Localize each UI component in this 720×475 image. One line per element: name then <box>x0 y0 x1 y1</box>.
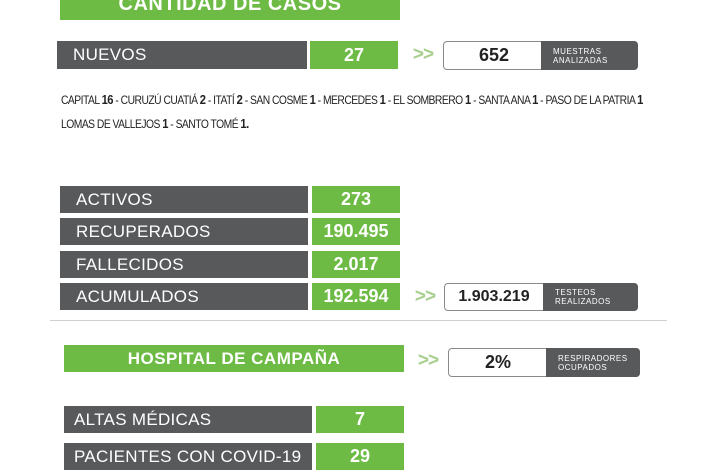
stat-label-acumulados: ACUMULADOS <box>60 283 308 310</box>
localidad-separator: - <box>537 93 546 107</box>
localidades-line-2: LOMAS DE VALLEJOS 1 - SANTO TOMÉ 1. <box>61 116 249 131</box>
muestras-tag: MUESTRAS ANALIZADAS <box>541 41 638 70</box>
localidad-name: CURUZÚ CUATIÁ <box>120 93 198 107</box>
muestras-value: 652 <box>478 45 510 65</box>
localidad-end-dot: . <box>246 116 249 131</box>
localidad-count: 16 <box>101 92 114 107</box>
localidad-name: PASO DE LA PATRIA <box>545 93 635 107</box>
localidades-line-1: CAPITAL 16 - CURUZÚ CUATIÁ 2 - ITATÍ 2 -… <box>61 92 643 107</box>
localidad-count: 2 <box>199 92 206 107</box>
localidad-separator: - <box>205 93 214 107</box>
hospital-value-pacientes: 29 <box>316 443 404 470</box>
localidad-name: SAN COSME <box>249 93 308 107</box>
header-title: CANTIDAD DE CASOS <box>118 0 342 15</box>
localidad-separator: - <box>113 93 121 107</box>
localidad-name: CAPITAL <box>61 93 100 107</box>
hospital-label-pacientes: PACIENTES CON COVID-19 <box>64 443 312 470</box>
chevron-double-right-icon: >> <box>412 44 434 65</box>
localidad-name: LOMAS DE VALLEJOS <box>61 117 160 131</box>
hospital-value-altas: 7 <box>316 406 404 433</box>
hospital-title: HOSPITAL DE CAMPAÑA <box>127 348 341 368</box>
stat-value-acumulados: 192.594 <box>312 283 400 310</box>
localidad-count: 1 <box>532 92 538 107</box>
localidad-separator: - <box>385 93 394 107</box>
localidad-count: 1 <box>240 116 247 131</box>
localidad-count: 1 <box>637 92 643 107</box>
localidad-count: 1 <box>379 92 386 107</box>
stat-label-activos: ACTIVOS <box>60 186 308 213</box>
localidad-count: 1 <box>465 92 471 107</box>
testeos-tag: TESTEOS REALIZADOS <box>543 283 638 311</box>
nuevos-label: NUEVOS <box>57 41 307 69</box>
localidad-count: 1 <box>162 116 168 131</box>
localidad-separator: - <box>242 93 250 107</box>
stat-label-fallecidos: FALLECIDOS <box>60 251 308 278</box>
localidad-count: 2 <box>236 92 243 107</box>
testeos-value: 1.903.219 <box>458 288 530 305</box>
localidad-separator: - <box>315 93 323 107</box>
localidad-count: 1 <box>309 92 316 107</box>
header-banner: CANTIDAD DE CASOS <box>60 0 400 20</box>
stat-label-recuperados: RECUPERADOS <box>60 218 308 245</box>
hospital-label-altas: ALTAS MÉDICAS <box>64 406 312 433</box>
localidad-name: SANTA ANA <box>478 93 530 107</box>
section-divider <box>50 320 667 321</box>
localidad-name: MERCEDES <box>322 93 378 107</box>
chevron-double-right-icon: >> <box>414 285 436 307</box>
stat-value-activos: 273 <box>312 186 400 213</box>
nuevos-value: 27 <box>310 41 398 69</box>
localidad-separator: - <box>470 93 479 107</box>
localidad-name: EL SOMBRERO <box>393 93 463 107</box>
hospital-banner: HOSPITAL DE CAMPAÑA <box>64 345 404 372</box>
localidad-name: SANTO TOMÉ <box>175 117 239 131</box>
localidad-separator: - <box>167 117 176 131</box>
stat-value-fallecidos: 2.017 <box>312 251 400 278</box>
respiradores-value: 2% <box>484 352 511 372</box>
localidad-name: ITATÍ <box>213 93 235 107</box>
chevron-double-right-icon: >> <box>417 350 439 371</box>
respiradores-tag: RESPIRADORES OCUPADOS <box>546 348 640 377</box>
stat-value-recuperados: 190.495 <box>312 218 400 245</box>
